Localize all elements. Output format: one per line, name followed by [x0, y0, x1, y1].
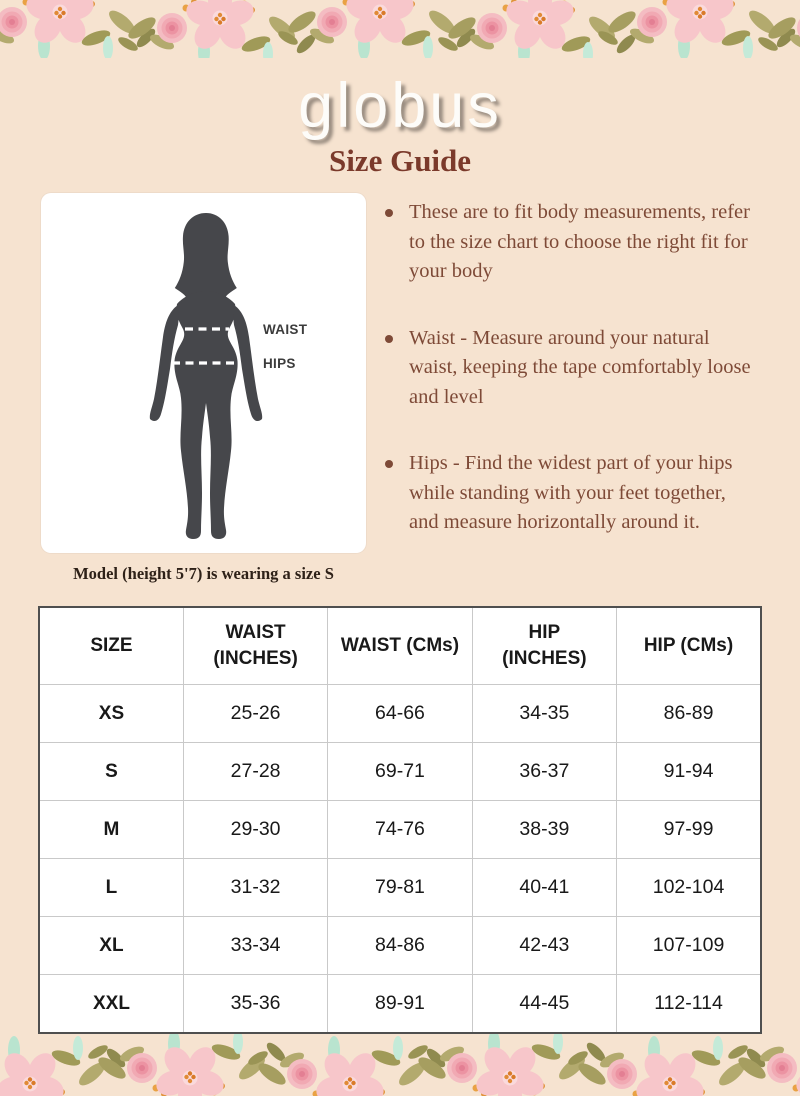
- brand-logo: globus: [298, 71, 502, 141]
- bullet-icon: [385, 334, 393, 343]
- column-header-size: SIZE: [38, 606, 184, 685]
- waist-cms-value: 69-71: [327, 742, 473, 801]
- waist-inches-value: 27-28: [182, 742, 329, 801]
- waist-inches-value: 35-36: [182, 974, 329, 1034]
- female-silhouette-icon: [149, 213, 263, 539]
- waist-label: WAIST: [263, 322, 308, 337]
- waist-cms-value: 84-86: [327, 916, 473, 975]
- figure-column: WAIST HIPS Model (height 5'7) is wearing…: [41, 193, 366, 584]
- waist-cms-value: 89-91: [327, 974, 473, 1034]
- bullet-icon: [385, 209, 393, 217]
- table-row: S 27-28 69-71 36-37 91-94: [38, 742, 762, 801]
- table-row: L 31-32 79-81 40-41 102-104: [38, 858, 762, 917]
- hip-inches-value: 38-39: [471, 800, 618, 859]
- size-value: M: [38, 800, 184, 859]
- hip-cms-value: 107-109: [616, 916, 762, 975]
- instruction-text: Hips - Find the widest part of your hips…: [409, 452, 733, 533]
- table-row: XS 25-26 64-66 34-35 86-89: [38, 684, 762, 743]
- hips-label: HIPS: [263, 356, 296, 371]
- figure-caption: Model (height 5'7) is wearing a size S: [73, 564, 334, 583]
- waist-inches-value: 31-32: [182, 858, 329, 917]
- column-header-waist-inches: WAIST (INCHES): [182, 606, 329, 685]
- table-row: M 29-30 74-76 38-39 97-99: [38, 800, 762, 859]
- body-silhouette-image: WAIST HIPS: [149, 213, 308, 539]
- size-value: S: [38, 742, 184, 801]
- instruction-list: These are to fit body measurements, refe…: [383, 193, 758, 584]
- size-value: XS: [38, 684, 184, 743]
- size-value: L: [38, 858, 184, 917]
- table-header-row: SIZE WAIST (INCHES) WAIST (CMs) HIP (INC…: [38, 606, 762, 685]
- hip-cms-value: 112-114: [616, 974, 762, 1034]
- instruction-item: These are to fit body measurements, refe…: [383, 198, 758, 287]
- content-row: WAIST HIPS Model (height 5'7) is wearing…: [41, 193, 758, 584]
- hip-inches-value: 40-41: [471, 858, 618, 917]
- hip-inches-value: 34-35: [471, 684, 618, 743]
- table-row: XL 33-34 84-86 42-43 107-109: [38, 916, 762, 975]
- hip-cms-value: 91-94: [616, 742, 762, 801]
- waist-inches-value: 29-30: [182, 800, 329, 859]
- waist-inches-value: 25-26: [182, 684, 329, 743]
- measurement-figure-card: WAIST HIPS: [41, 193, 366, 553]
- size-chart-body: XS 25-26 64-66 34-35 86-89 S 27-28 69-71…: [38, 684, 762, 1034]
- waist-inches-value: 33-34: [182, 916, 329, 975]
- instruction-text: These are to fit body measurements, refe…: [409, 201, 750, 282]
- hip-inches-value: 36-37: [471, 742, 618, 801]
- waist-cms-value: 64-66: [327, 684, 473, 743]
- page-title: Size Guide: [328, 143, 472, 178]
- column-header-hip-cms: HIP (CMs): [616, 606, 762, 685]
- size-value: XL: [38, 916, 184, 975]
- size-chart-header: SIZE WAIST (INCHES) WAIST (CMs) HIP (INC…: [38, 606, 762, 685]
- size-value: XXL: [38, 974, 184, 1034]
- column-header-waist-cms: WAIST (CMs): [327, 606, 473, 685]
- table-row: XXL 35-36 89-91 44-45 112-114: [38, 974, 762, 1034]
- floral-border-top: [0, 0, 800, 58]
- waist-cms-value: 74-76: [327, 800, 473, 859]
- hip-cms-value: 102-104: [616, 858, 762, 917]
- size-chart-table: SIZE WAIST (INCHES) WAIST (CMs) HIP (INC…: [38, 606, 762, 1034]
- hip-inches-value: 44-45: [471, 974, 618, 1034]
- hip-cms-value: 86-89: [616, 684, 762, 743]
- instruction-item: Waist - Measure around your natural wais…: [383, 324, 758, 413]
- column-header-hip-inches: HIP (INCHES): [471, 606, 618, 685]
- waist-cms-value: 79-81: [327, 858, 473, 917]
- floral-border-bottom: [0, 1034, 800, 1096]
- hip-cms-value: 97-99: [616, 800, 762, 859]
- instruction-text: Waist - Measure around your natural wais…: [409, 326, 751, 408]
- instruction-item: Hips - Find the widest part of your hips…: [383, 449, 758, 538]
- bullet-icon: [385, 460, 393, 468]
- hip-inches-value: 42-43: [471, 916, 618, 975]
